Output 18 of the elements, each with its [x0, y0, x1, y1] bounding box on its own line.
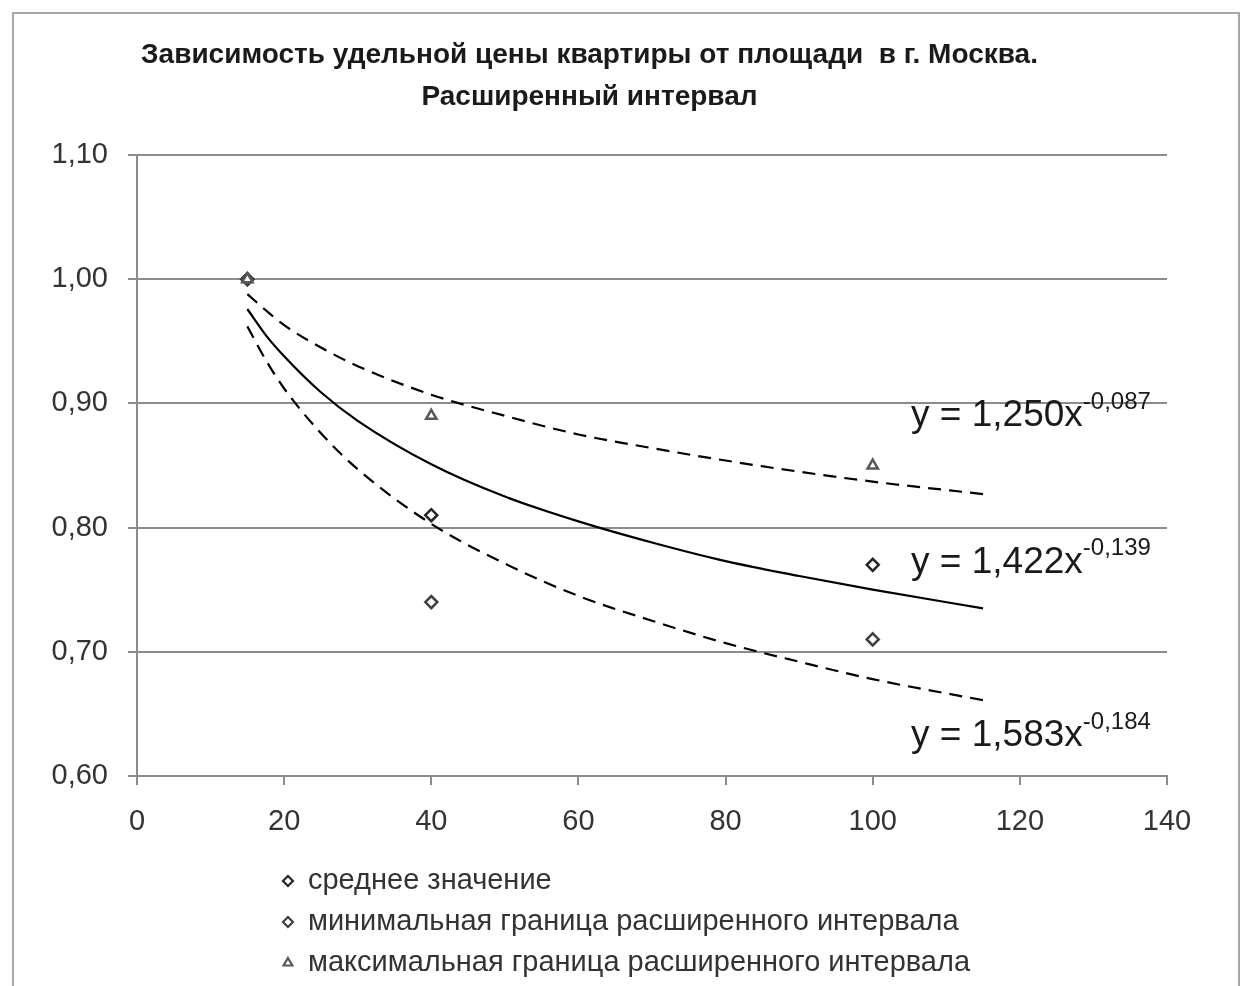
y-tick-label: 0,60: [51, 758, 108, 790]
legend-label: минимальная граница расширенного интервала: [307, 904, 960, 936]
x-tick-label: 40: [415, 804, 448, 837]
y-tick-label: 0,90: [51, 385, 108, 418]
y-tick-label: 0,80: [51, 509, 108, 542]
y-tick-label: 0,70: [51, 633, 108, 666]
x-tick-label: 100: [848, 804, 897, 837]
x-tick-label: 140: [1142, 804, 1192, 837]
x-tick-label: 60: [562, 804, 595, 837]
y-tick-label: 1,10: [51, 137, 108, 169]
legend-label: среднее значение: [307, 863, 552, 895]
chart-title: Зависимость удельной цены квартиры от площади в г. Москва. Расширенный интервал: [141, 37, 1038, 111]
x-tick-label: 20: [268, 804, 301, 837]
x-tick-label: 120: [995, 804, 1045, 837]
x-tick-label: 0: [128, 804, 146, 837]
legend-label: максимальная граница расширенного интервала: [307, 945, 971, 977]
x-tick-label: 80: [709, 804, 742, 837]
y-tick-label: 1,00: [51, 261, 108, 294]
